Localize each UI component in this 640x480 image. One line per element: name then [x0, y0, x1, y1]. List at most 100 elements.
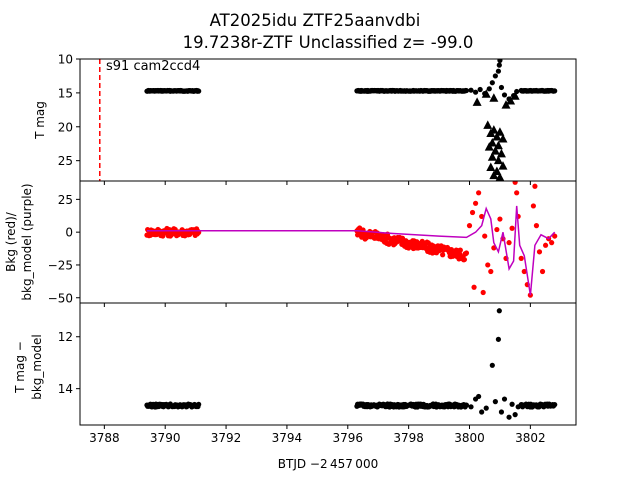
top-data-point — [493, 155, 503, 165]
middle-axes-frame — [79, 180, 577, 304]
top-data-point — [492, 166, 502, 176]
top-data-point — [472, 97, 482, 106]
top-plot-area — [99, 59, 558, 181]
middle-data-point — [536, 249, 543, 255]
top-y-axis-label: T mag — [33, 101, 47, 140]
bottom-plot-area — [144, 308, 558, 420]
bottom-y-axis-label-line2: bkg_model — [30, 334, 44, 400]
bottom-data-point — [489, 362, 495, 368]
top-data-point — [487, 138, 497, 147]
middle-data-point — [485, 262, 491, 268]
chart-title-line2: 19.7238r-ZTF Unclassified z= -99.0 — [183, 33, 474, 52]
top-data-point — [495, 127, 505, 136]
top-y-tick-label: 25 — [58, 154, 73, 168]
bottom-y-tick-label: 14 — [58, 382, 73, 396]
top-data-point — [510, 91, 520, 100]
bottom-data-point — [196, 401, 202, 407]
middle-data-point — [518, 255, 524, 261]
top-data-point — [196, 88, 202, 94]
middle-data-point — [512, 181, 518, 185]
middle-data-point — [497, 216, 503, 222]
middle-data-point — [440, 252, 446, 258]
top-data-point — [490, 146, 500, 155]
bottom-data-point — [479, 409, 485, 415]
middle-data-point — [479, 213, 485, 220]
top-data-point — [468, 87, 474, 93]
top-data-point — [493, 140, 503, 150]
middle-data-point — [463, 250, 470, 256]
middle-data-point — [494, 226, 500, 233]
bottom-data-point — [552, 401, 558, 408]
top-data-point — [492, 73, 498, 79]
top-y-tick-label: 15 — [58, 86, 73, 100]
x-tick-label: 3798 — [393, 431, 424, 445]
x-tick-label: 3790 — [150, 431, 181, 445]
bottom-data-point — [476, 393, 482, 400]
top-data-point — [481, 89, 491, 98]
top-data-point — [496, 62, 502, 68]
x-axis-label: BTJD −2 457 000 — [278, 457, 378, 471]
middle-data-point — [542, 242, 549, 248]
x-tick-label: 3792 — [211, 431, 242, 445]
top-data-point — [477, 86, 483, 93]
top-data-point — [489, 93, 499, 102]
bottom-data-point — [501, 396, 508, 402]
top-data-point — [496, 148, 506, 158]
x-tick-label: 3802 — [515, 431, 546, 445]
ccd-annotation: s91 cam2ccd4 — [106, 59, 200, 74]
bottom-data-point — [506, 414, 512, 420]
middle-data-point — [532, 183, 538, 189]
middle-y-tick-label: 0 — [65, 226, 73, 240]
middle-y-axis-label-line2: bkg_model (purple) — [20, 183, 34, 300]
middle-data-point — [472, 200, 479, 206]
bottom-data-point — [492, 399, 498, 405]
middle-data-point — [466, 223, 473, 229]
top-data-point — [498, 133, 508, 143]
bottom-data-point — [512, 412, 518, 418]
top-panel: 10 15 20 25 s91 cam2ccd4 — [58, 53, 577, 185]
middle-y-tick-label: 25 — [58, 193, 73, 207]
middle-plot-area — [144, 181, 558, 298]
top-data-point — [472, 89, 479, 95]
chart-title-line1: AT2025idu ZTF25aanvdbi — [210, 11, 421, 30]
middle-y-tick-label: −50 — [48, 291, 73, 305]
bottom-data-point — [463, 402, 470, 408]
top-data-point — [483, 120, 493, 129]
middle-y-axis-label-line1: Bkg (red)/ — [4, 211, 18, 272]
top-data-point — [501, 100, 511, 109]
bottom-data-point — [495, 336, 502, 342]
top-data-point — [497, 59, 503, 63]
top-data-point — [495, 172, 505, 181]
top-data-point — [498, 84, 505, 91]
middle-y-tick-label: −25 — [48, 258, 73, 272]
top-data-point — [498, 161, 508, 170]
middle-data-point — [469, 209, 476, 216]
middle-data-point — [476, 190, 482, 196]
middle-data-point — [533, 223, 540, 229]
middle-data-point — [552, 233, 558, 239]
top-data-point — [486, 86, 492, 92]
middle-data-point — [530, 203, 536, 209]
x-tick-label: 3788 — [89, 431, 120, 445]
bottom-y-tick-label: 12 — [58, 330, 73, 344]
middle-panel: 25 0 −25 −50 — [48, 180, 577, 307]
middle-data-point — [521, 268, 527, 275]
middle-data-point — [471, 284, 477, 290]
top-data-point — [489, 125, 499, 134]
middle-data-point — [160, 233, 166, 239]
top-y-tick-label: 20 — [58, 120, 73, 134]
middle-data-point — [539, 268, 546, 275]
top-data-point — [486, 162, 496, 171]
x-tick-label: 3794 — [272, 431, 303, 445]
middle-data-point — [506, 240, 512, 246]
middle-data-point — [509, 225, 515, 231]
bottom-data-point — [515, 404, 521, 410]
middle-data-point — [488, 268, 494, 275]
bottom-data-point — [498, 409, 505, 415]
middle-data-point — [482, 233, 488, 239]
bottom-data-point — [483, 405, 489, 411]
top-data-point — [506, 96, 516, 105]
middle-data-point — [480, 289, 486, 296]
x-tick-label: 3796 — [333, 431, 364, 445]
